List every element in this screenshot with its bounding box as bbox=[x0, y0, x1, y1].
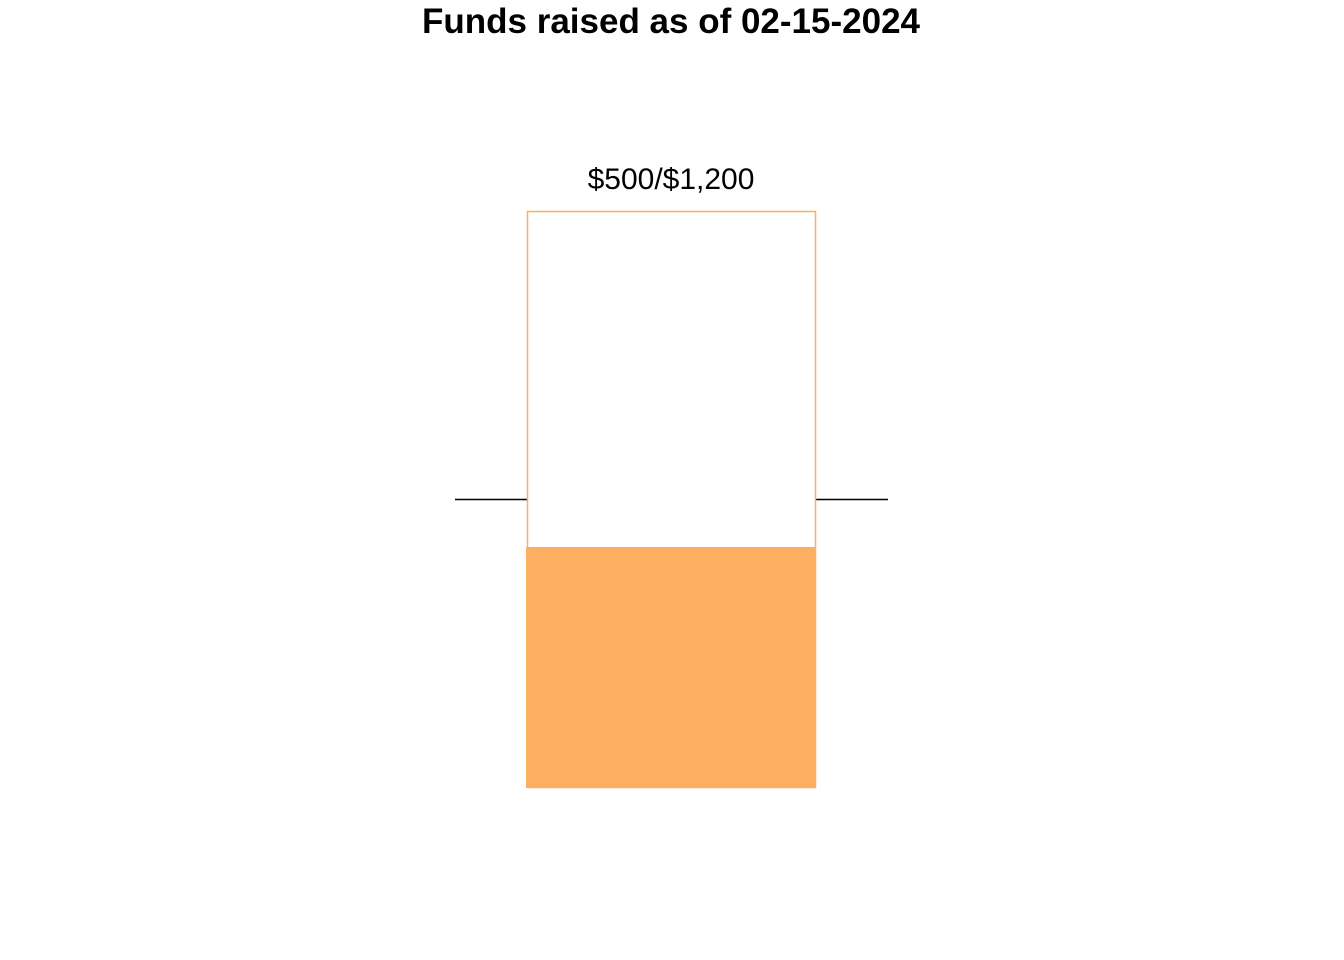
raised-fill-bar bbox=[526, 547, 816, 788]
amount-label: $500/$1,200 bbox=[588, 163, 755, 196]
chart-title: Funds raised as of 02-15-2024 bbox=[422, 2, 920, 41]
